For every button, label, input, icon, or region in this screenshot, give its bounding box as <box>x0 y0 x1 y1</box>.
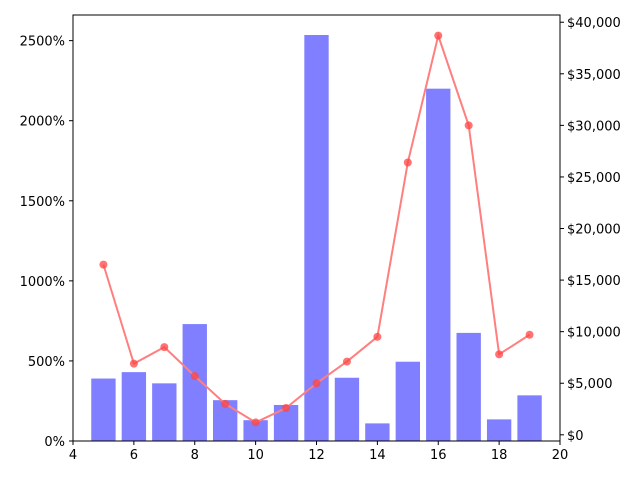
line-point <box>129 359 138 368</box>
line-point <box>434 31 443 40</box>
y-right-tick-label: $40,000 <box>567 16 621 31</box>
y-right-tick-label: $35,000 <box>567 68 621 83</box>
line-point <box>464 121 473 130</box>
line-point <box>282 403 291 412</box>
y-right-tick-label: $30,000 <box>567 119 621 134</box>
x-tick-label: 8 <box>191 448 199 463</box>
bar-series <box>91 35 542 441</box>
x-tick-label: 14 <box>369 448 386 463</box>
y-left-tick-label: 2000% <box>20 115 65 130</box>
y-right-tick-label: $5,000 <box>567 377 613 392</box>
y-left-tick-label: 2500% <box>20 35 65 50</box>
bar <box>365 423 390 441</box>
y-right-tick-label: $0 <box>567 429 584 444</box>
y-left-tick-label: 500% <box>28 355 65 370</box>
bar <box>121 372 147 441</box>
line-series <box>99 31 534 427</box>
bar <box>334 377 360 441</box>
y-left-tick-label: 1500% <box>20 195 65 210</box>
x-tick-label: 18 <box>491 448 508 463</box>
line-point <box>342 357 351 366</box>
line-point <box>221 399 230 408</box>
line-point <box>190 372 199 381</box>
y-left-tick-label: 0% <box>44 435 65 450</box>
bar <box>486 419 512 441</box>
bar <box>91 378 116 441</box>
line-point <box>403 158 412 167</box>
line-point <box>99 260 108 269</box>
x-tick-label: 20 <box>552 448 569 463</box>
x-tick-label: 16 <box>430 448 447 463</box>
bar <box>243 420 268 441</box>
y-right-tick-label: $15,000 <box>567 274 621 289</box>
bar <box>304 35 329 441</box>
x-tick-label: 6 <box>130 448 138 463</box>
x-tick-label: 4 <box>69 448 77 463</box>
line-point <box>373 332 382 341</box>
bar <box>456 332 481 441</box>
line-point <box>495 350 504 359</box>
y-right-tick-label: $10,000 <box>567 326 621 341</box>
line-point <box>160 343 169 352</box>
x-tick-label: 12 <box>308 448 325 463</box>
line-point <box>312 379 321 388</box>
y-right-tick-label: $20,000 <box>567 223 621 238</box>
y-left-tick-label: 1000% <box>20 275 65 290</box>
bar <box>152 383 177 441</box>
bar <box>517 395 542 441</box>
bar <box>395 361 420 441</box>
line-point <box>525 330 534 339</box>
y-right-tick-label: $25,000 <box>567 171 621 186</box>
line-point <box>251 418 260 427</box>
axes: 4 6 8 10 12 14 16 18 20 0% 500% 1000% 1500% 2000% 2500… <box>20 14 621 463</box>
x-tick-label: 10 <box>247 448 264 463</box>
bar <box>426 88 451 441</box>
